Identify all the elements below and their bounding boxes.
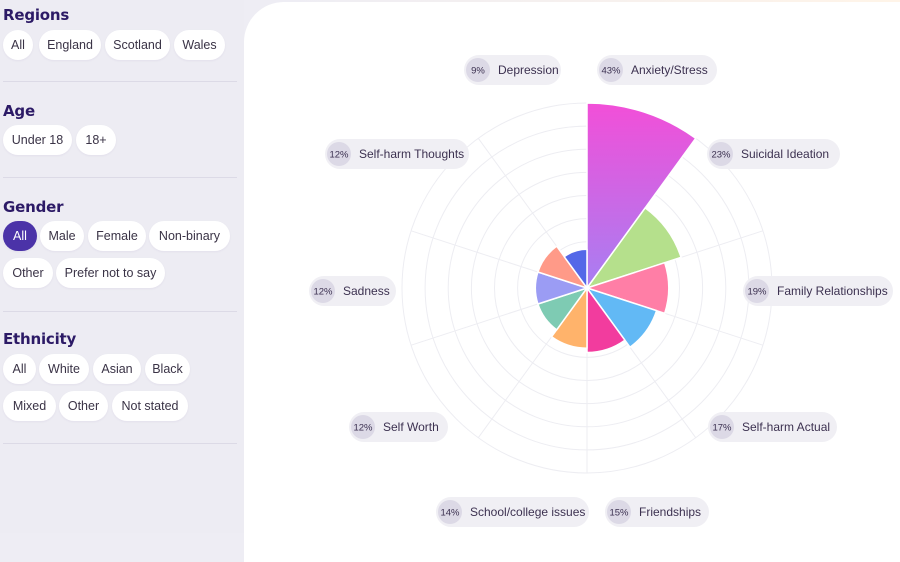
top-accent: [280, 0, 900, 3]
ethnicity-chip-asian[interactable]: Asian: [93, 354, 141, 384]
label-percent-school-college-issues: 14%: [440, 508, 460, 519]
ethnicity-chip-white[interactable]: White: [39, 354, 89, 384]
label-badge-suicidal-ideation: [709, 142, 733, 166]
sector-depression: [563, 248, 588, 289]
age-chip-18-[interactable]: 18+: [76, 125, 116, 155]
label-category-sadness: Sadness: [343, 284, 390, 298]
divider: [3, 81, 237, 82]
sector-self-harm-actual: [586, 287, 658, 348]
sector-self-harm-thoughts: [537, 245, 588, 289]
ethnicity-heading: Ethnicity: [3, 330, 77, 348]
polar-area-chart: 43% Anxiety/Stress 23% Suicidal Ideation 19%…: [309, 55, 893, 527]
gender-chip-female[interactable]: Female: [88, 221, 146, 251]
age-heading: Age: [3, 102, 35, 120]
age-chip-under-18[interactable]: Under 18: [3, 125, 72, 155]
label-badge-self-harm-thoughts: [327, 142, 351, 166]
label-badge-friendships: [607, 500, 631, 524]
label-percent-anxiety-stress: 43%: [601, 66, 621, 77]
regions-chip-scotland[interactable]: Scotland: [105, 30, 170, 60]
gender-chip-all[interactable]: All: [3, 221, 37, 251]
ethnicity-chip-black[interactable]: Black: [145, 354, 190, 384]
ethnicity-chip-other[interactable]: Other: [59, 391, 108, 421]
label-pill-family-relationships: [743, 276, 893, 306]
regions-chip-all[interactable]: All: [3, 30, 33, 60]
gender-filter: Gender: [3, 198, 238, 216]
label-category-depression: Depression: [498, 63, 559, 77]
label-badge-self-harm-actual: [710, 415, 734, 439]
label-category-school-college-issues: School/college issues: [470, 505, 585, 519]
filter-sidebar: Regions All England Scotland Wales Age Unde…: [0, 0, 244, 533]
label-pill-school-college-issues: [436, 497, 589, 527]
label-badge-school-college-issues: [438, 500, 462, 524]
label-category-family-relationships: Family Relationships: [777, 284, 888, 298]
label-badge-sadness: [311, 279, 335, 303]
divider: [3, 311, 237, 312]
gender-chip-non-binary[interactable]: Non-binary: [149, 221, 230, 251]
label-category-self-worth: Self Worth: [383, 420, 439, 434]
regions-chip-wales[interactable]: Wales: [174, 30, 225, 60]
label-badge-self-worth: [351, 415, 375, 439]
label-badge-anxiety-stress: [599, 58, 623, 82]
gender-chip-male[interactable]: Male: [40, 221, 84, 251]
label-percent-self-harm-thoughts: 12%: [329, 150, 349, 161]
label-category-suicidal-ideation: Suicidal Ideation: [741, 147, 829, 161]
label-percent-suicidal-ideation: 23%: [711, 150, 731, 161]
sector-family-relationships: [586, 261, 670, 315]
gender-chip-prefer-not-to-say[interactable]: Prefer not to say: [56, 258, 165, 288]
divider: [3, 177, 237, 178]
age-filter: Age: [3, 102, 238, 120]
label-pill-anxiety-stress: [597, 55, 717, 85]
regions-chip-england[interactable]: England: [39, 30, 101, 60]
label-pill-self-harm-actual: [708, 412, 837, 442]
sector-friendships: [586, 287, 626, 354]
divider: [3, 443, 237, 444]
label-category-self-harm-thoughts: Self-harm Thoughts: [359, 147, 464, 161]
ethnicity-filter: Ethnicity: [3, 330, 238, 348]
gender-heading: Gender: [3, 198, 64, 216]
label-percent-sadness: 12%: [313, 287, 333, 298]
label-pill-depression: [464, 55, 561, 85]
ethnicity-chip-not-stated[interactable]: Not stated: [112, 391, 188, 421]
label-percent-self-harm-actual: 17%: [712, 423, 732, 434]
label-percent-depression: 9%: [471, 66, 485, 77]
label-category-self-harm-actual: Self-harm Actual: [742, 420, 830, 434]
label-category-anxiety-stress: Anxiety/Stress: [631, 63, 708, 77]
sector-suicidal-ideation: [586, 207, 682, 289]
sector-school-college-issues: [550, 287, 588, 349]
regions-heading: Regions: [3, 6, 70, 24]
regions-filter: Regions: [3, 6, 238, 24]
label-category-friendships: Friendships: [639, 505, 701, 519]
gender-chip-other[interactable]: Other: [3, 258, 53, 288]
sector-anxiety-stress: [586, 102, 697, 289]
label-percent-friendships: 15%: [609, 508, 629, 519]
label-percent-self-worth: 12%: [353, 423, 373, 434]
label-pill-friendships: [605, 497, 709, 527]
label-badge-family-relationships: [745, 279, 769, 303]
label-badge-depression: [466, 58, 490, 82]
label-percent-family-relationships: 19%: [747, 287, 767, 298]
ethnicity-chip-all[interactable]: All: [3, 354, 36, 384]
label-pill-self-worth: [349, 412, 448, 442]
label-pill-self-harm-thoughts: [325, 139, 469, 169]
label-pill-suicidal-ideation: [707, 139, 840, 169]
ethnicity-chip-mixed[interactable]: Mixed: [3, 391, 56, 421]
